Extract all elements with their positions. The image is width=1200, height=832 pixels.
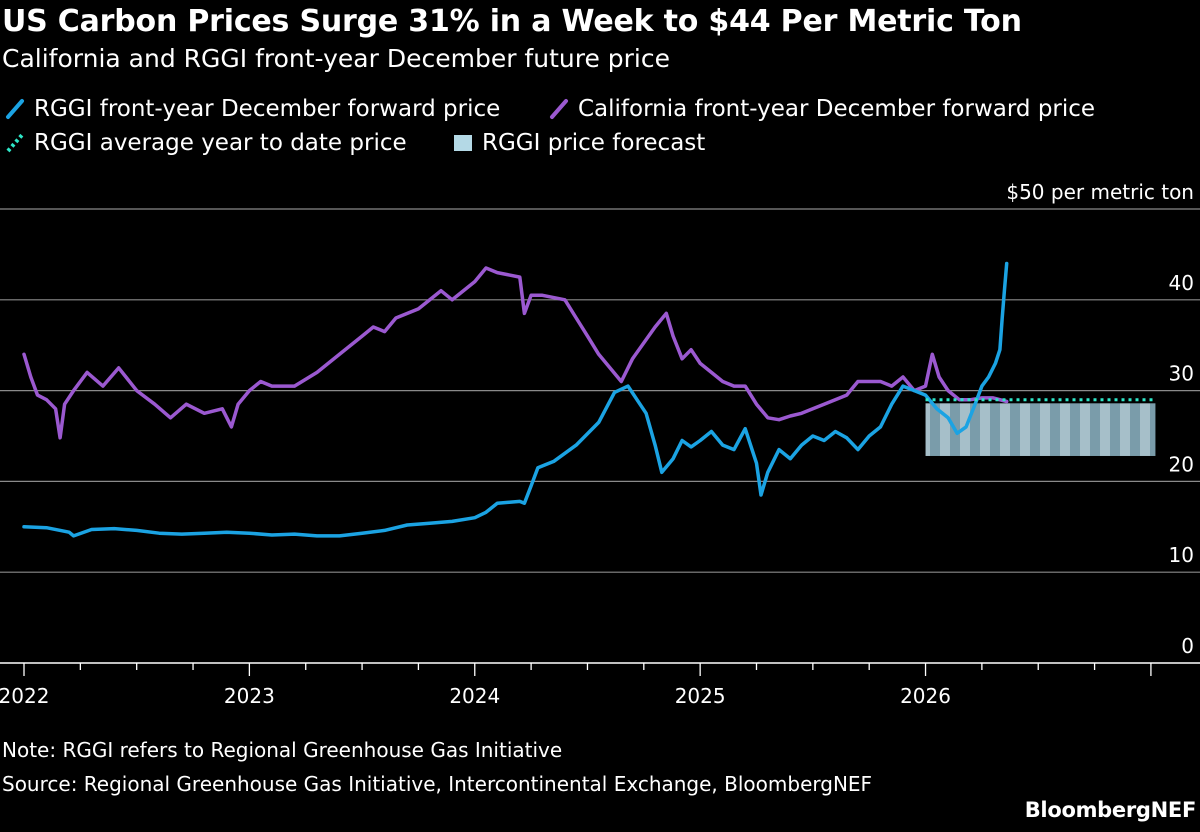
y-tick-label-0: 0	[1181, 634, 1194, 658]
legend-item-california-forward: California front-year December forward p…	[548, 96, 1095, 122]
y-tick-label-30: 30	[1169, 362, 1194, 386]
x-tick-label-2023: 2023	[224, 684, 275, 708]
chart-source: Source: Regional Greenhouse Gas Initiati…	[2, 772, 873, 796]
y-tick-label-40: 40	[1169, 271, 1194, 295]
legend-swatch-rggi-forecast	[454, 135, 472, 151]
legend-label-california-forward: California front-year December forward p…	[578, 96, 1096, 122]
series-line-0	[22, 261, 1009, 538]
y-tick-label-10: 10	[1169, 543, 1194, 567]
legend-item-rggi-forecast: RGGI price forecast	[452, 130, 705, 156]
legend-item-rggi-forward: RGGI front-year December forward price	[4, 96, 500, 122]
legend-swatch-rggi-forward	[6, 99, 24, 119]
x-tick-label-2024: 2024	[449, 684, 500, 708]
y-tick-label-50: $50 per metric ton	[1006, 180, 1194, 204]
chart-subtitle: California and RGGI front-year December …	[2, 44, 671, 73]
series-line-1	[22, 266, 1009, 440]
legend-label-rggi-average: RGGI average year to date price	[34, 130, 407, 156]
x-tick-label-2022: 2022	[0, 684, 49, 708]
legend-label-rggi-forward: RGGI front-year December forward price	[34, 96, 501, 122]
x-tick-label-2026: 2026	[900, 684, 951, 708]
legend-swatch-california-forward	[550, 99, 568, 119]
chart-note: Note: RGGI refers to Regional Greenhouse…	[2, 738, 563, 762]
brand-logo: BloombergNEF	[1024, 798, 1197, 822]
x-tick-label-2025: 2025	[675, 684, 726, 708]
y-tick-label-20: 20	[1169, 452, 1194, 476]
legend-item-rggi-average: RGGI average year to date price	[4, 130, 407, 156]
chart-title: US Carbon Prices Surge 31% in a Week to …	[2, 4, 1022, 39]
legend-label-rggi-forecast: RGGI price forecast	[482, 130, 706, 156]
